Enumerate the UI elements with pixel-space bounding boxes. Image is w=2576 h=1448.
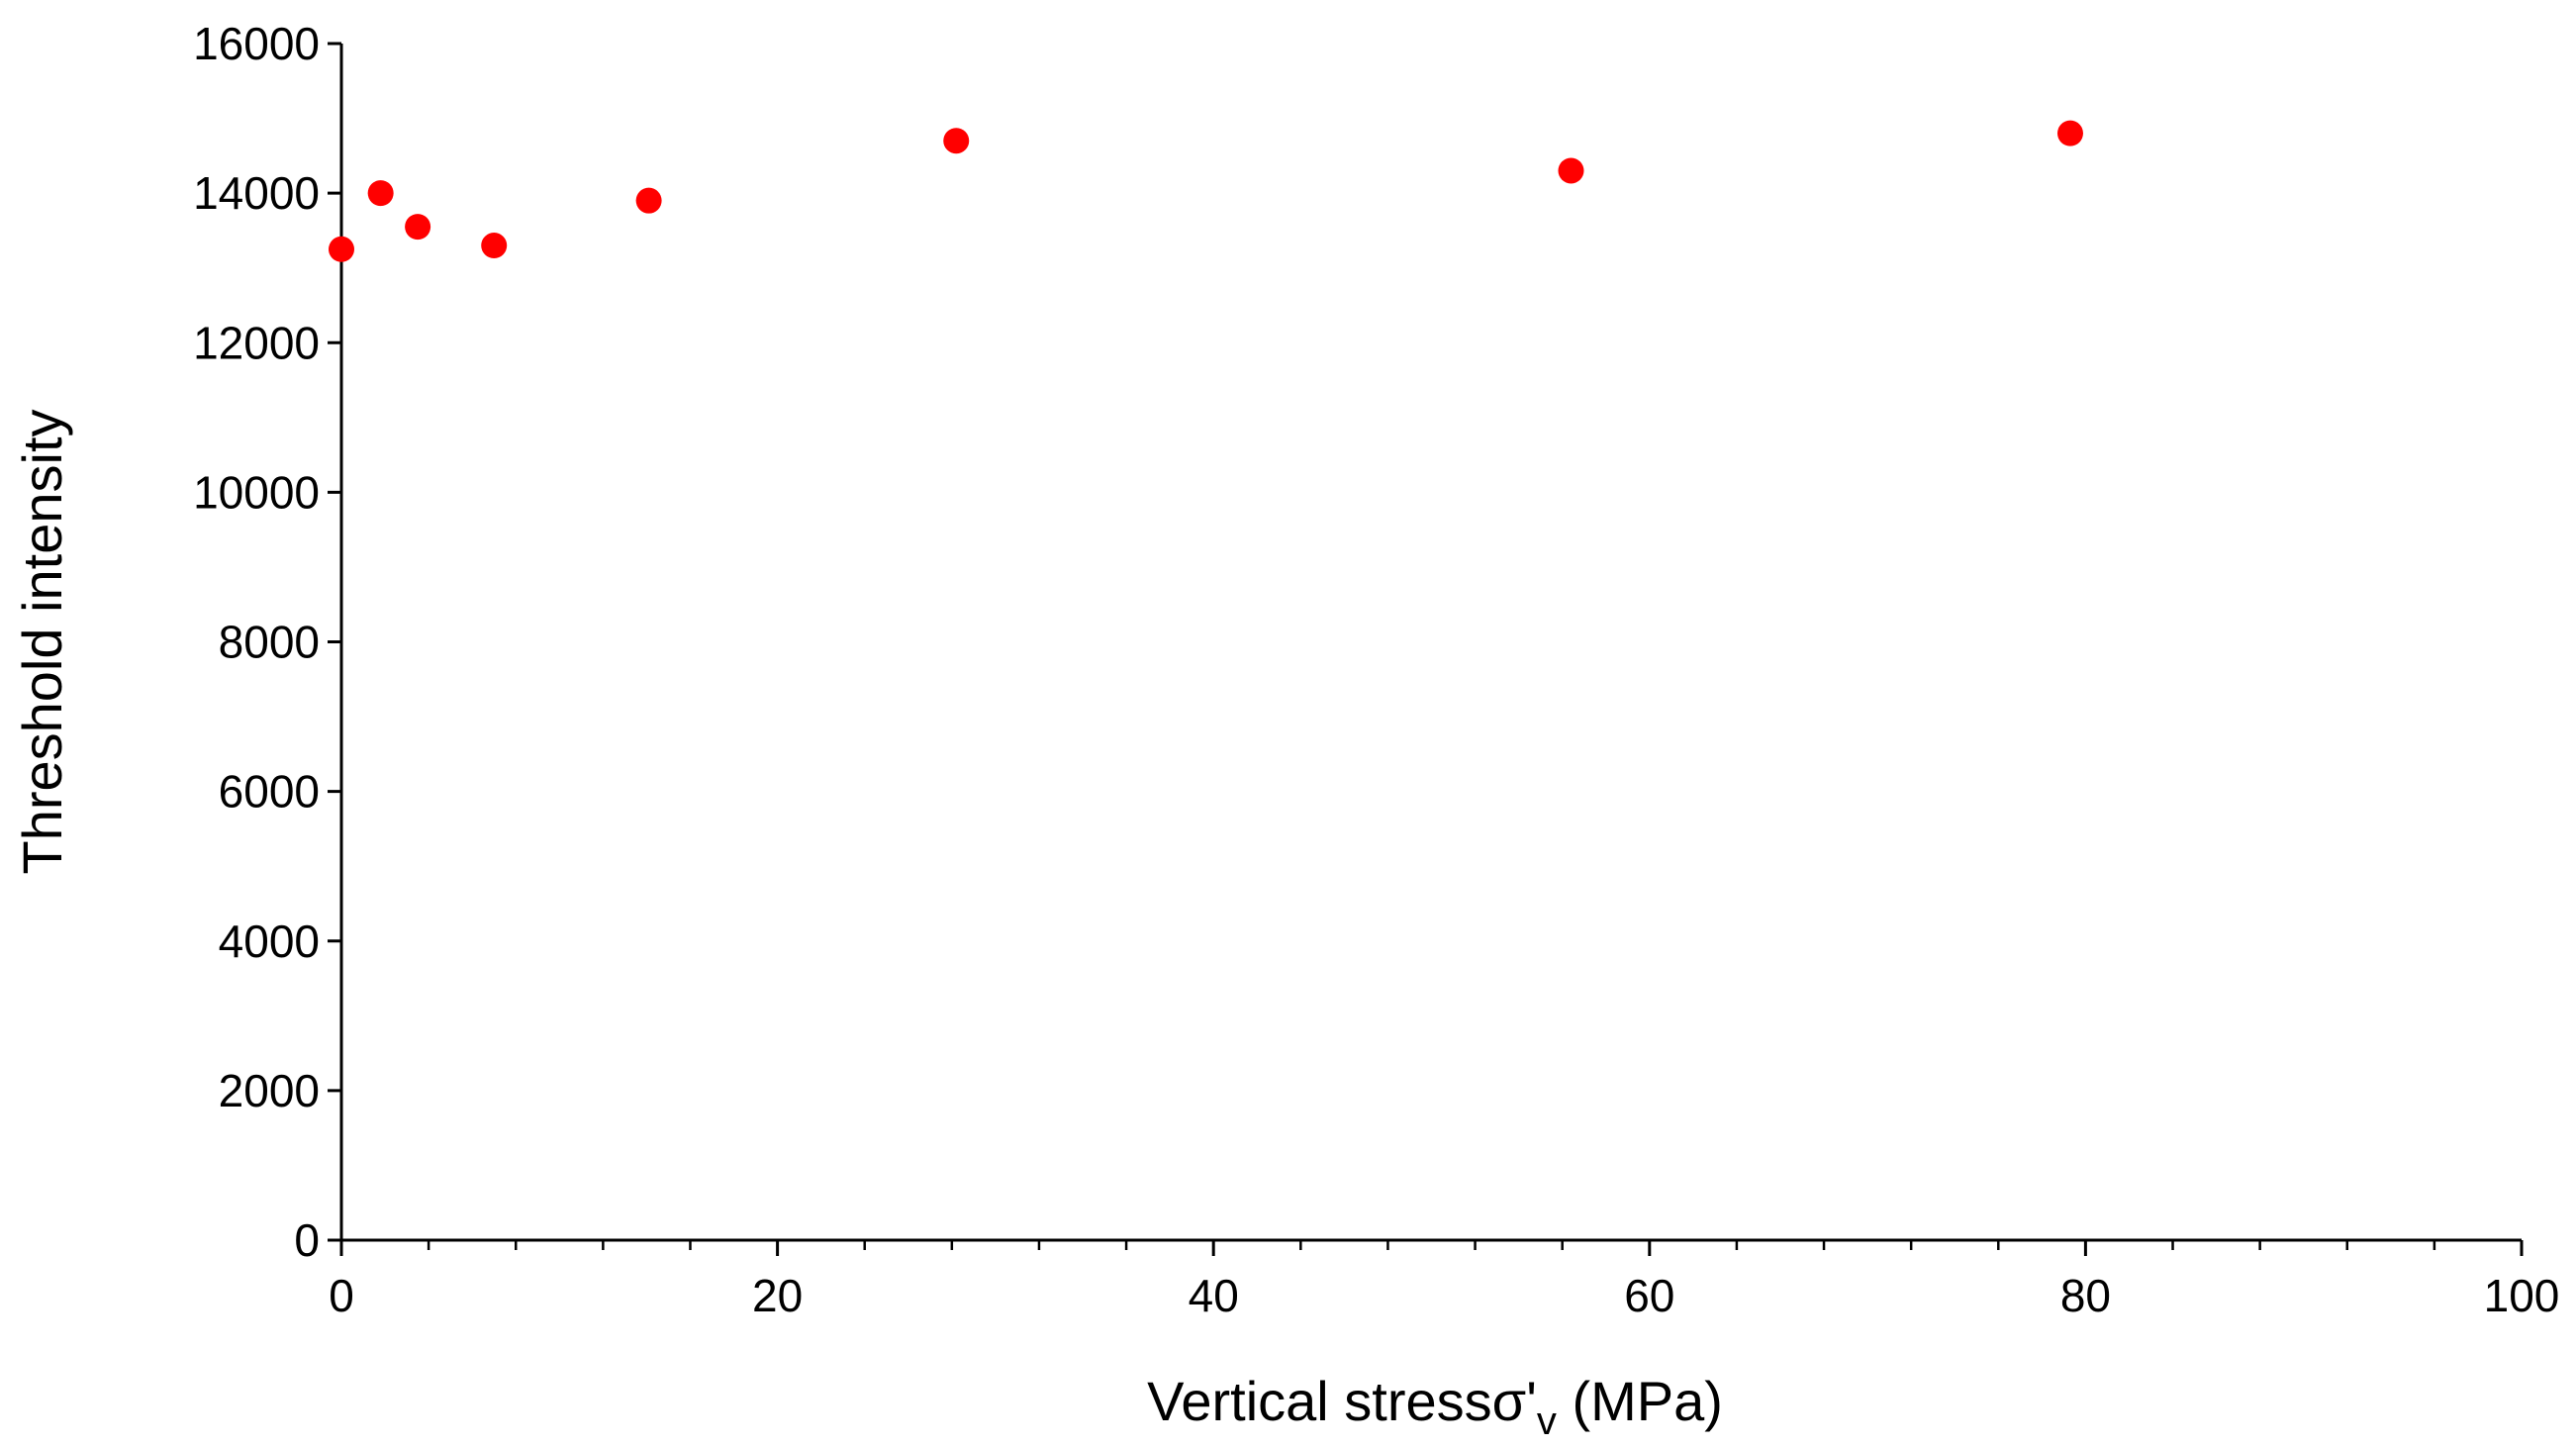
y-tick-label: 4000 <box>219 916 320 967</box>
data-point <box>367 180 394 207</box>
x-tick-label: 60 <box>1624 1270 1674 1321</box>
data-point <box>405 214 431 241</box>
data-point <box>2056 120 2083 146</box>
axes <box>339 44 2522 1242</box>
y-tick-label: 10000 <box>193 466 320 518</box>
x-axis-title-unit: (MPa) <box>1557 1370 1723 1432</box>
y-tick-label: 2000 <box>219 1065 320 1116</box>
y-tick-label: 12000 <box>193 317 320 368</box>
y-ticks: 0 2000 4000 6000 8000 10000 12000 14000 16000 <box>193 18 341 1266</box>
data-point <box>481 233 508 259</box>
x-tick-label: 20 <box>752 1270 803 1321</box>
y-tick-label: 0 <box>294 1214 320 1266</box>
data-point <box>635 187 662 214</box>
x-axis-title-symbol: σ' <box>1492 1370 1537 1432</box>
y-tick-label: 14000 <box>193 167 320 219</box>
x-axis-title-main: Vertical stress <box>1147 1370 1492 1432</box>
data-point <box>329 236 354 262</box>
x-axis-title-subscript: v <box>1537 1400 1557 1443</box>
y-tick-label: 16000 <box>193 18 320 69</box>
x-tick-label: 80 <box>2060 1270 2111 1321</box>
x-tick-label: 0 <box>329 1270 354 1321</box>
x-axis-title: Vertical stressσ'v (MPa) <box>1147 1370 1723 1443</box>
data-point <box>1558 157 1584 184</box>
y-axis-title: Threshold intensity <box>11 409 73 874</box>
x-ticks: 0 20 40 60 80 100 <box>329 1240 2559 1321</box>
data-point <box>943 128 970 154</box>
y-tick-label: 6000 <box>219 766 320 818</box>
y-tick-label: 8000 <box>219 617 320 668</box>
x-tick-label: 40 <box>1189 1270 1239 1321</box>
x-tick-label: 100 <box>2484 1270 2560 1321</box>
data-points <box>329 120 2083 262</box>
